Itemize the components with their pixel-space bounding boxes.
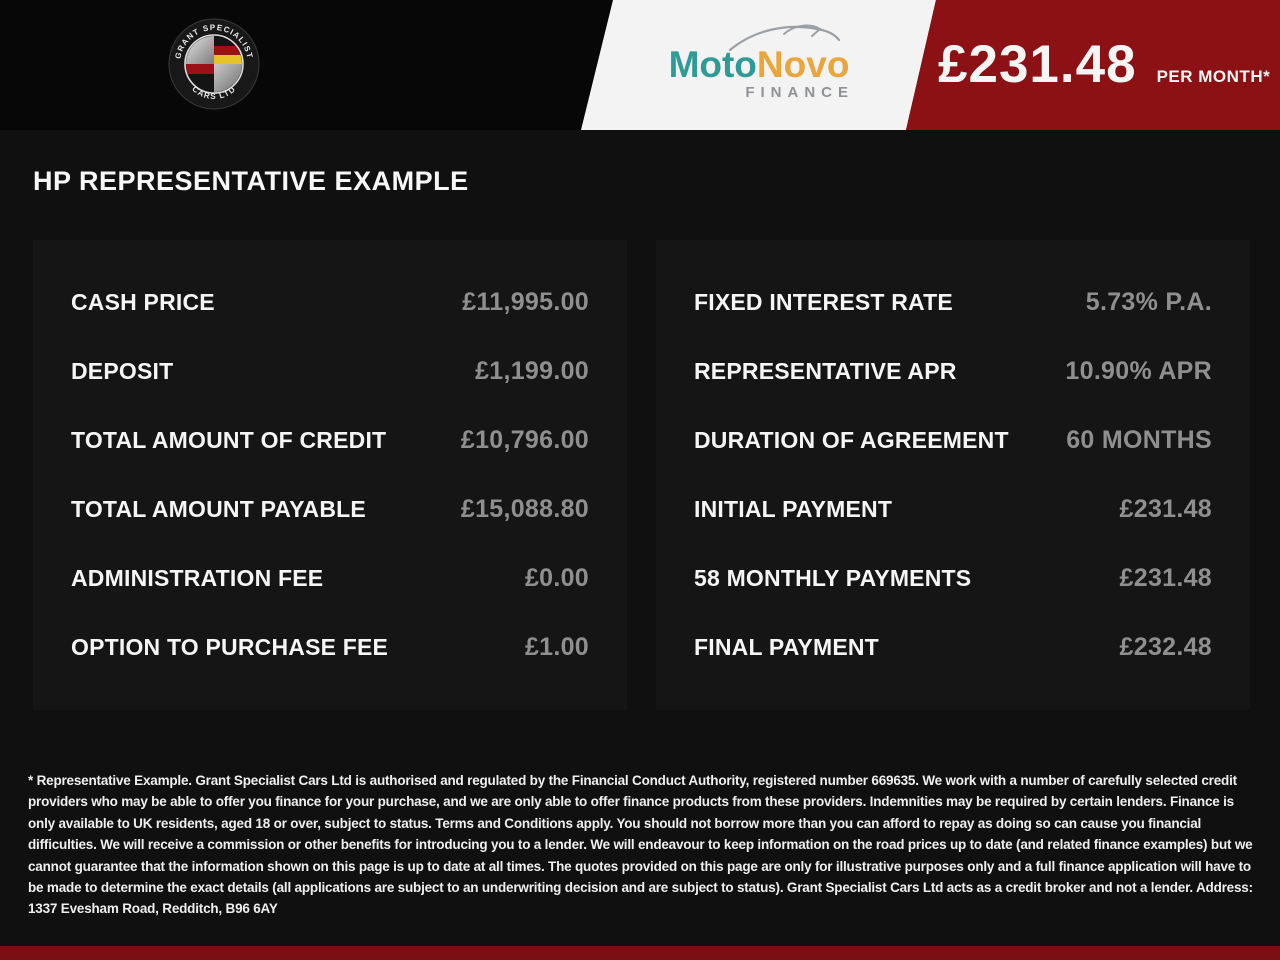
header-bar: GRANT SPECIALIST CARS LTD MotoNovo FINAN… [0, 0, 1280, 130]
finance-panel-right: FIXED INTEREST RATE 5.73% P.A. REPRESENT… [656, 240, 1250, 710]
table-row: FIXED INTEREST RATE 5.73% P.A. [694, 268, 1212, 337]
row-label: OPTION TO PURCHASE FEE [71, 634, 389, 660]
table-row: CASH PRICE £11,995.00 [71, 268, 589, 337]
row-label: DEPOSIT [71, 358, 174, 384]
table-row: OPTION TO PURCHASE FEE £1.00 [71, 613, 589, 682]
bottom-accent-bar [0, 946, 1280, 960]
row-value: 60 MONTHS [1066, 426, 1212, 454]
table-row: INITIAL PAYMENT £231.48 [694, 475, 1212, 544]
row-label: DURATION OF AGREEMENT [694, 427, 1009, 453]
dealer-logo-icon: GRANT SPECIALIST CARS LTD [168, 18, 260, 110]
table-row: TOTAL AMOUNT OF CREDIT £10,796.00 [71, 406, 589, 475]
page-title: HP REPRESENTATIVE EXAMPLE [33, 166, 469, 196]
row-label: CASH PRICE [71, 289, 215, 315]
row-value: £1.00 [524, 633, 589, 661]
table-row: DEPOSIT £1,199.00 [71, 337, 589, 406]
header-white-wedge [581, 0, 936, 130]
row-value: £11,995.00 [462, 288, 589, 316]
price-per-month-label: PER MONTH* [1156, 67, 1271, 86]
table-row: FINAL PAYMENT £232.48 [694, 613, 1212, 682]
row-label: FIXED INTEREST RATE [694, 289, 953, 315]
motonovo-wordmark: MotoNovo [664, 46, 854, 83]
row-value: £10,796.00 [460, 426, 589, 454]
row-value: £232.48 [1119, 633, 1212, 661]
table-row: 58 MONTHLY PAYMENTS £231.48 [694, 544, 1212, 613]
row-value: £231.48 [1119, 495, 1212, 523]
row-value: £15,088.80 [460, 495, 589, 523]
finance-panel-left: CASH PRICE £11,995.00 DEPOSIT £1,199.00 … [33, 240, 627, 710]
row-value: 10.90% APR [1065, 357, 1212, 385]
motonovo-word-moto: Moto [668, 44, 757, 85]
row-value: 5.73% P.A. [1085, 288, 1212, 316]
price-amount: £231.48 [938, 35, 1137, 94]
table-row: DURATION OF AGREEMENT 60 MONTHS [694, 406, 1212, 475]
table-row: REPRESENTATIVE APR 10.90% APR [694, 337, 1212, 406]
table-row: TOTAL AMOUNT PAYABLE £15,088.80 [71, 475, 589, 544]
monthly-price: £231.48 PER MONTH* [938, 34, 1271, 95]
legal-disclaimer: * Representative Example. Grant Speciali… [28, 773, 1253, 917]
row-label: REPRESENTATIVE APR [694, 358, 957, 384]
header-red-wedge [906, 0, 1280, 130]
row-value: £1,199.00 [475, 357, 589, 385]
table-row: ADMINISTRATION FEE £0.00 [71, 544, 589, 613]
row-label: TOTAL AMOUNT OF CREDIT [71, 427, 387, 453]
row-label: FINAL PAYMENT [694, 634, 879, 660]
car-swoosh-icon [728, 24, 841, 52]
row-value: £231.48 [1119, 564, 1212, 592]
motonovo-word-novo: Novo [756, 44, 850, 85]
motonovo-finance-label: FINANCE [745, 84, 854, 101]
motonovo-logo: MotoNovo FINANCE [664, 20, 854, 112]
row-label: ADMINISTRATION FEE [71, 565, 324, 591]
row-label: TOTAL AMOUNT PAYABLE [71, 496, 366, 522]
row-value: £0.00 [524, 564, 589, 592]
row-label: INITIAL PAYMENT [694, 496, 893, 522]
row-label: 58 MONTHLY PAYMENTS [694, 565, 972, 591]
